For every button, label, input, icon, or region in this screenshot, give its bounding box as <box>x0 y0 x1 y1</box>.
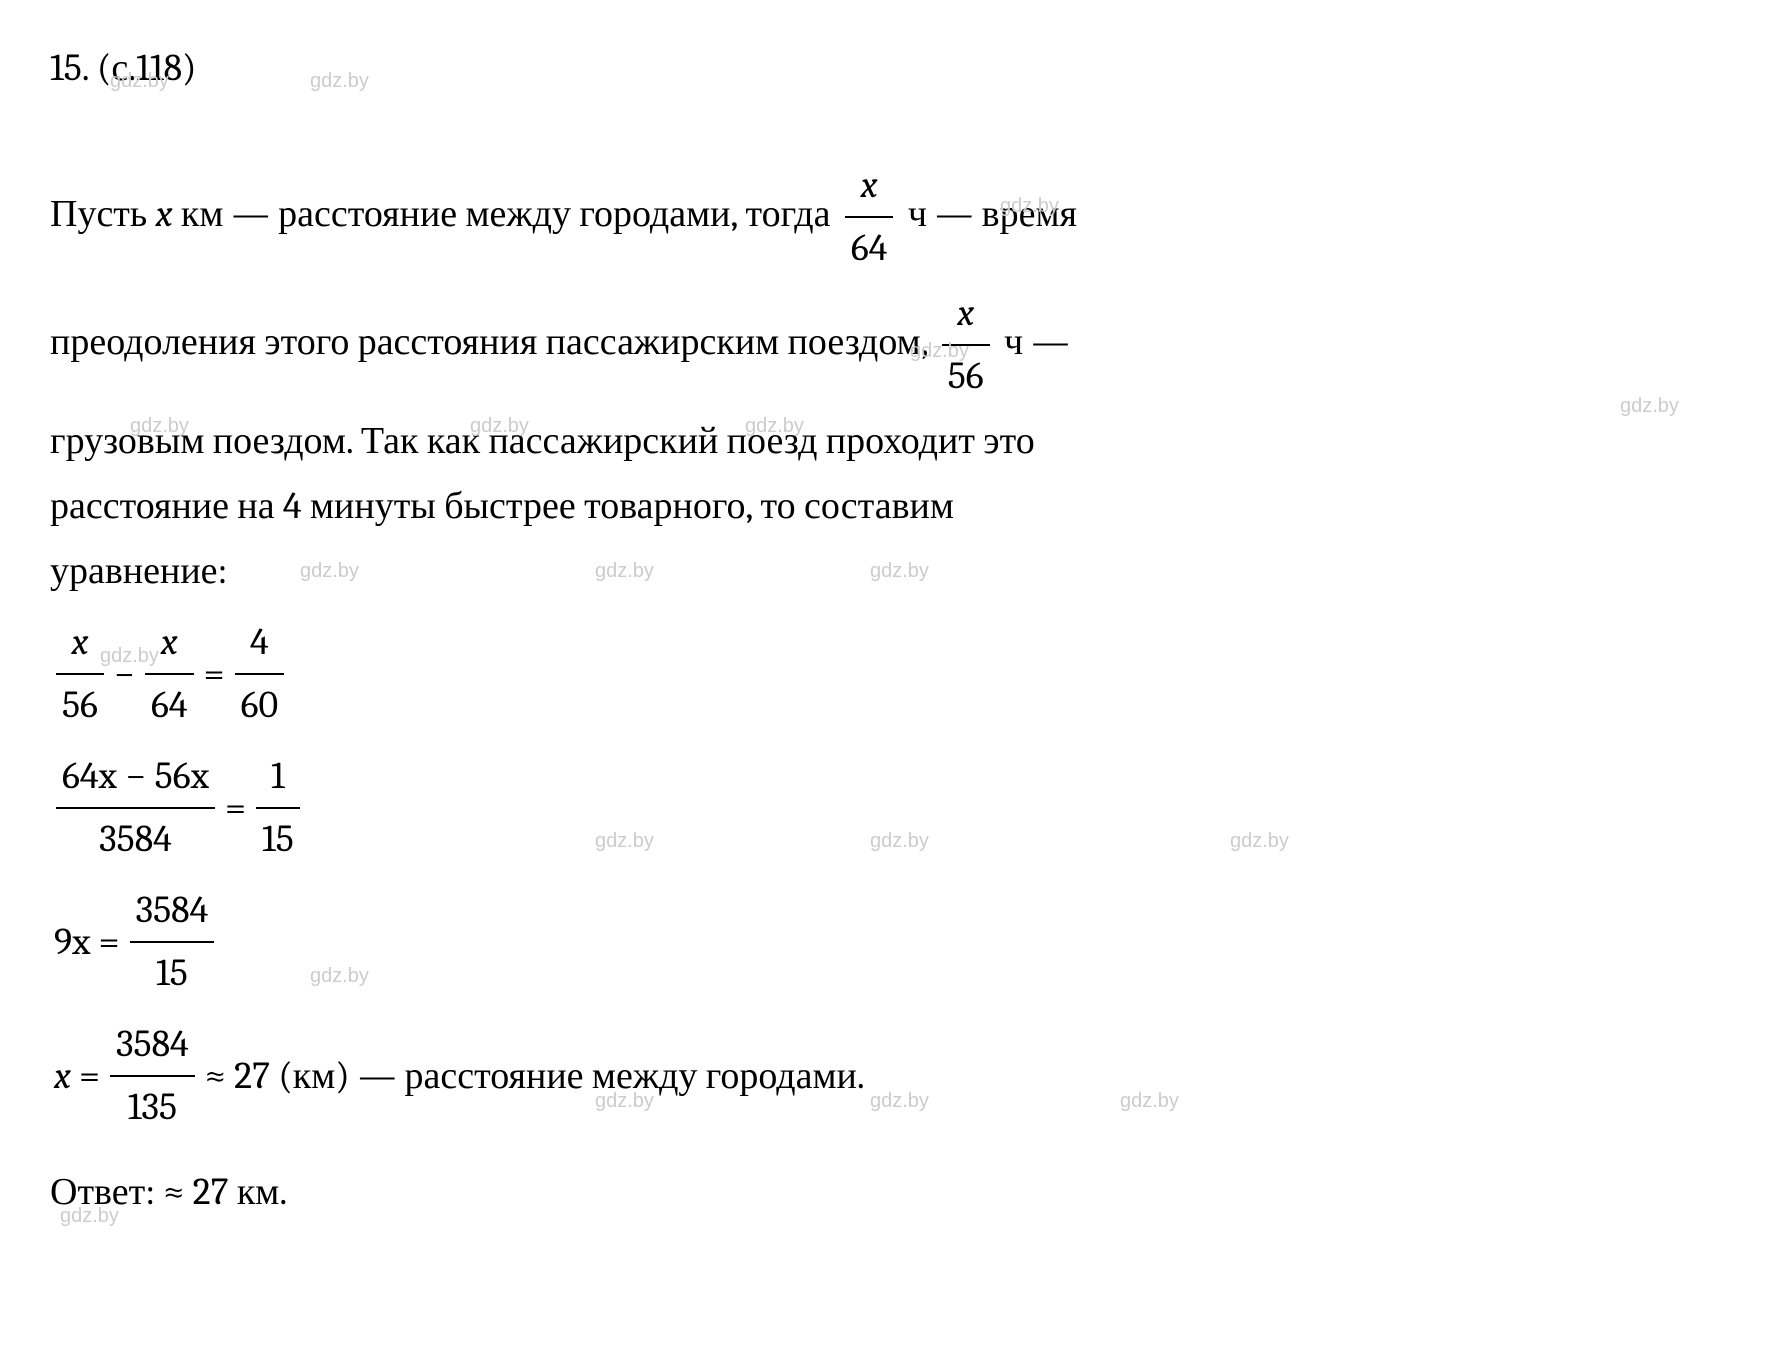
denominator: 64 <box>845 218 894 277</box>
fraction: 3584 15 <box>130 882 215 1002</box>
left-side: x <box>54 1048 71 1105</box>
answer-label: Ответ: <box>50 1170 163 1214</box>
lhs-text: 9x <box>54 920 91 964</box>
solution-content: 15. (с.118) Пусть x км — расстояние межд… <box>50 40 1730 1221</box>
text: преодоления этого расстояния пассажирски… <box>50 320 936 364</box>
paragraph-line-3: грузовым поездом. Так как пассажирский п… <box>50 413 1730 470</box>
text: ч — <box>1004 320 1069 364</box>
text: ч — время <box>908 192 1077 236</box>
equals-sign: = <box>99 914 120 971</box>
denominator: 56 <box>56 675 104 734</box>
denominator: 135 <box>110 1077 195 1136</box>
variable-x: x <box>156 192 173 236</box>
numerator: 64x − 56x <box>56 748 215 809</box>
equation-1: x 56 − x 64 = 4 60 <box>50 614 1730 734</box>
answer-value: ≈ 27 км. <box>163 1170 287 1214</box>
fraction: 64x − 56x 3584 <box>56 748 215 868</box>
answer-line: Ответ: ≈ 27 км. <box>50 1164 1730 1221</box>
equals-sign: = <box>204 646 225 703</box>
fraction: x 64 <box>145 614 194 734</box>
denominator: 64 <box>145 675 194 734</box>
text: Пусть <box>50 192 156 236</box>
paragraph-line-5: уравнение: <box>50 543 1730 600</box>
paragraph-line-2: преодоления этого расстояния пассажирски… <box>50 285 1730 405</box>
equals-sign: = <box>79 1048 100 1105</box>
text: км — расстояние между городами, тогда <box>173 192 839 236</box>
approx-text: ≈ 27 (км) — расстояние между городами. <box>205 1048 865 1105</box>
problem-title: 15. (с.118) <box>50 40 1730 97</box>
paragraph-line-1: Пусть x км — расстояние между городами, … <box>50 157 1730 277</box>
numerator: 4 <box>235 614 285 675</box>
denominator: 15 <box>256 809 300 868</box>
numerator: 1 <box>256 748 300 809</box>
minus-sign: − <box>114 646 135 703</box>
fraction-x-over-56: x 56 <box>942 285 990 405</box>
equation-2: 64x − 56x 3584 = 1 15 <box>50 748 1730 868</box>
denominator: 56 <box>942 346 990 405</box>
fraction: x 56 <box>56 614 104 734</box>
numerator: x <box>845 157 894 218</box>
fraction: 4 60 <box>235 614 285 734</box>
numerator: x <box>145 614 194 675</box>
fraction-x-over-64: x 64 <box>845 157 894 277</box>
num-text: 64x − 56x <box>62 754 209 798</box>
denominator: 3584 <box>56 809 215 868</box>
numerator: 3584 <box>110 1016 195 1077</box>
denominator: 60 <box>235 675 285 734</box>
numerator: 3584 <box>130 882 215 943</box>
equation-4: x = 3584 135 ≈ 27 (км) — расстояние межд… <box>50 1016 1730 1136</box>
fraction: 3584 135 <box>110 1016 195 1136</box>
numerator: x <box>56 614 104 675</box>
paragraph-line-4: расстояние на 4 минуты быстрее товарного… <box>50 478 1730 535</box>
equation-3: 9x = 3584 15 <box>50 882 1730 1002</box>
left-side: 9x <box>54 914 91 971</box>
denominator: 15 <box>130 943 215 1002</box>
fraction: 1 15 <box>256 748 300 868</box>
numerator: x <box>942 285 990 346</box>
equals-sign: = <box>225 780 246 837</box>
